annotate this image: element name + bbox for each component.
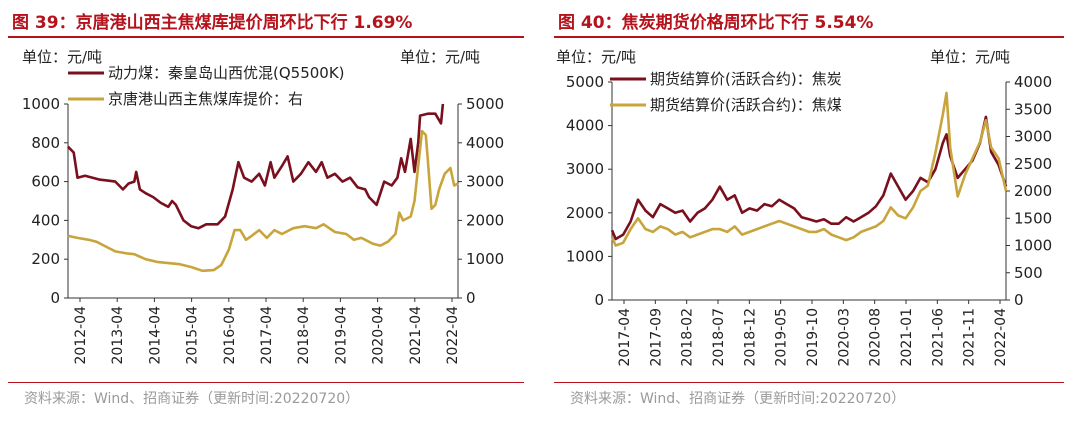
x-tick-label: 2022-04 [993, 308, 1009, 367]
x-tick-label: 2021-11 [962, 308, 978, 367]
x-tick-label: 2017-04 [617, 308, 633, 367]
y-tick-label-right: 1000 [1014, 237, 1052, 255]
y-tick-label-right: 3000 [466, 173, 504, 191]
x-tick-label: 2018-12 [742, 308, 758, 367]
y-tick-label-right: 500 [1014, 264, 1043, 282]
y-unit-right: 单位：元/吨 [400, 48, 481, 66]
y-tick-label-left: 600 [31, 173, 60, 191]
title-rule [554, 36, 1064, 38]
y-tick-label-left: 4000 [566, 117, 604, 135]
y-tick-label-right: 1000 [466, 250, 504, 268]
x-tick-label: 2020-08 [868, 308, 884, 367]
x-tick-label: 2022-04 [445, 306, 461, 365]
source-rule [8, 382, 524, 383]
y-tick-label-right: 0 [1014, 291, 1024, 309]
x-tick-label: 2017-04 [259, 306, 275, 365]
y-tick-label-right: 2000 [466, 211, 504, 229]
series-line-0 [67, 103, 445, 230]
y-tick-label-left: 3000 [566, 160, 604, 178]
y-tick-label-right: 3000 [1014, 128, 1052, 146]
x-tick-label: 2012-04 [73, 306, 89, 365]
x-tick-label: 2015-04 [185, 306, 201, 365]
y-tick-label-right: 2000 [1014, 182, 1052, 200]
legend-label: 京唐港山西主焦煤库提价：右 [108, 90, 303, 108]
y-unit-right: 单位：元/吨 [930, 48, 1011, 66]
chart-title: 图 39：京唐港山西主焦煤库提价周环比下行 1.69% [12, 13, 413, 33]
chart-svg: 5000400030002000100004000350030002500200… [566, 70, 1052, 367]
x-tick-label: 2021-01 [899, 308, 915, 367]
y-tick-label-left: 0 [594, 291, 604, 309]
series-line-1 [67, 129, 459, 273]
y-tick-label-left: 1000 [566, 247, 604, 265]
legend-label: 期货结算价(活跃合约)：焦炭 [650, 70, 842, 88]
x-tick-label: 2017-09 [648, 308, 664, 367]
y-tick-label-left: 0 [50, 289, 60, 307]
legend-label: 期货结算价(活跃合约)：焦煤 [650, 96, 842, 114]
x-tick-label: 2020-03 [836, 308, 852, 367]
x-tick-label: 2014-04 [147, 306, 163, 365]
x-tick-label: 2021-04 [408, 306, 424, 365]
chart-panel-right: 图 40：焦炭期货价格周环比下行 5.54% 单位：元/吨 单位：元/吨 500… [546, 0, 1080, 421]
series-line-1 [610, 91, 1008, 247]
legend-label: 动力煤：秦皇岛山西优混(Q5500K) [108, 64, 345, 82]
title-rule [8, 36, 524, 38]
y-tick-label-right: 1500 [1014, 209, 1052, 227]
x-tick-label: 2019-05 [774, 308, 790, 367]
y-tick-label-right: 3500 [1014, 100, 1052, 118]
y-tick-label-left: 1000 [22, 95, 60, 113]
chart-svg: 1000800600400200050004000300020001000020… [22, 64, 504, 365]
x-tick-label: 2018-02 [680, 308, 696, 367]
source-rule [554, 382, 1064, 383]
x-tick-label: 2018-04 [296, 306, 312, 365]
chart-title: 图 40：焦炭期货价格周环比下行 5.54% [558, 13, 874, 33]
x-tick-label: 2020-04 [371, 306, 387, 365]
y-tick-label-left: 400 [31, 211, 60, 229]
y-tick-label-right: 5000 [466, 95, 504, 113]
x-tick-label: 2013-04 [110, 306, 126, 365]
y-unit-left: 单位：元/吨 [556, 48, 637, 66]
y-tick-label-right: 4000 [466, 134, 504, 152]
chart-source: 资料来源：Wind、招商证券（更新时间:20220720） [570, 391, 906, 407]
x-tick-label: 2018-07 [711, 308, 727, 367]
y-tick-label-right: 2500 [1014, 155, 1052, 173]
chart-source: 资料来源：Wind、招商证券（更新时间:20220720） [24, 391, 360, 407]
y-tick-label-right: 0 [466, 289, 476, 307]
x-tick-label: 2019-04 [333, 306, 349, 365]
chart-panel-left: 图 39：京唐港山西主焦煤库提价周环比下行 1.69% 单位：元/吨 单位：元/… [8, 13, 524, 407]
x-tick-label: 2019-10 [805, 308, 821, 367]
y-unit-left: 单位：元/吨 [22, 48, 103, 66]
x-tick-label: 2016-04 [222, 306, 238, 365]
x-tick-label: 2021-06 [930, 308, 946, 367]
y-tick-label-left: 200 [31, 250, 60, 268]
y-tick-label-left: 5000 [566, 73, 604, 91]
y-tick-label-left: 2000 [566, 204, 604, 222]
series-line-0 [610, 115, 1008, 241]
y-tick-label-right: 4000 [1014, 73, 1052, 91]
y-tick-label-left: 800 [31, 134, 60, 152]
